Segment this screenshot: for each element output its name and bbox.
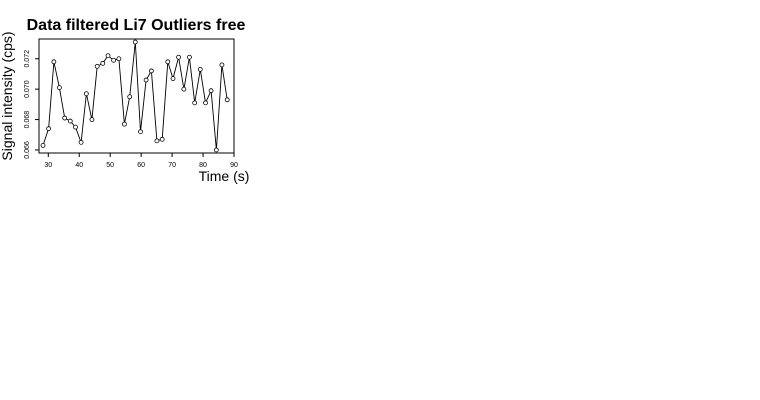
data-point (73, 124, 78, 130)
data-point (165, 59, 171, 65)
y-axis: 0.066 0.068 0.070 0.072 (24, 50, 39, 159)
data-point (187, 54, 192, 60)
x-axis-label: Time (s) (199, 168, 250, 184)
data-point (51, 59, 57, 65)
data-point (143, 77, 149, 83)
data-point (57, 85, 62, 91)
data-point (40, 142, 46, 148)
x-tick-label: 60 (137, 162, 145, 169)
data-point (208, 88, 214, 94)
x-tick-label: 70 (168, 162, 176, 169)
data-point (148, 68, 154, 74)
data-point (154, 138, 160, 144)
data-point (197, 67, 203, 72)
data-point (111, 57, 116, 63)
x-tick-label: 40 (75, 162, 83, 169)
y-tick-label: 0.070 (24, 80, 31, 98)
data-point (94, 63, 100, 69)
data-point (159, 136, 165, 142)
series (40, 39, 230, 153)
data-point (89, 117, 95, 122)
data-point (224, 97, 230, 103)
data-point (219, 62, 225, 68)
x-tick-label: 50 (106, 162, 114, 169)
x-tick-label: 90 (230, 162, 238, 169)
series-line (42, 41, 228, 151)
data-point (116, 56, 122, 62)
x-tick-label: 30 (44, 162, 52, 169)
data-point (122, 121, 127, 127)
y-axis-label: Signal intensity (cps) (0, 31, 15, 160)
data-point (170, 76, 176, 81)
data-point (67, 118, 73, 124)
data-point (138, 129, 143, 135)
y-tick-label: 0.066 (24, 141, 31, 159)
data-point (203, 100, 208, 106)
data-point (83, 91, 89, 97)
data-point (62, 115, 68, 121)
data-point (105, 53, 111, 59)
data-point (181, 86, 187, 92)
data-point (132, 39, 138, 45)
x-axis: 30 40 50 60 70 80 90 (44, 153, 238, 169)
data-point (100, 60, 106, 66)
data-point (213, 147, 219, 153)
y-tick-label: 0.072 (24, 50, 31, 68)
chart-title: Data filtered Li7 Outliers free (27, 17, 246, 34)
y-tick-label: 0.068 (24, 111, 31, 129)
data-point (46, 126, 51, 132)
data-point (176, 54, 181, 60)
data-point (127, 94, 133, 100)
data-point (78, 139, 84, 145)
data-point (192, 100, 198, 106)
x-tick-label: 80 (199, 162, 207, 169)
plot-frame (38, 38, 235, 154)
